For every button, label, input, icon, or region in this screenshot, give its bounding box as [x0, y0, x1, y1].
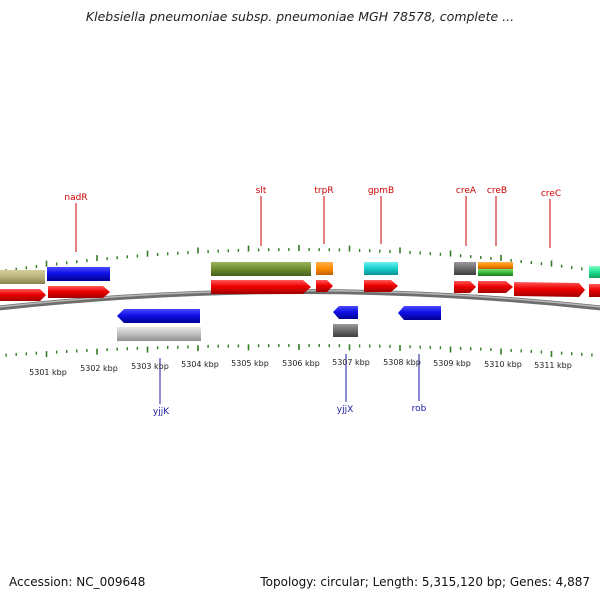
scale-label: 5307 kbp	[332, 358, 370, 367]
gene-arrow-forward[interactable]	[48, 286, 110, 298]
map-title: Klebsiella pneumoniae subsp. pneumoniae …	[85, 9, 515, 24]
gene-arrow-rob[interactable]	[398, 306, 441, 320]
label-leaders-top	[75, 196, 551, 252]
scale-label: 5303 kbp	[131, 362, 169, 371]
scale-ticks-top	[5, 245, 593, 273]
gene-labels-top: nadR slt trpR gpmB creA creB creC	[64, 186, 561, 203]
gene-label-creB[interactable]: creB	[487, 186, 507, 196]
feature-silver[interactable]	[117, 327, 201, 341]
scale-label: 5302 kbp	[80, 364, 118, 373]
gene-label-slt[interactable]: slt	[256, 186, 267, 196]
gene-arrows-forward	[0, 280, 600, 301]
gene-label-trpR[interactable]: trpR	[314, 186, 333, 196]
scale-labels: 5301 kbp 5302 kbp 5303 kbp 5304 kbp 5305…	[29, 358, 572, 377]
gene-label-rob[interactable]: rob	[412, 404, 427, 414]
feature-creA[interactable]	[454, 262, 476, 275]
scale-label: 5301 kbp	[29, 368, 67, 377]
gene-arrow-forward[interactable]	[211, 280, 311, 294]
feature-creB-orange[interactable]	[478, 262, 513, 269]
feature-yjjX-gray[interactable]	[333, 324, 358, 337]
gene-arrow-forward[interactable]	[589, 284, 600, 297]
gene-arrows-reverse	[117, 306, 441, 341]
gene-label-nadR[interactable]: nadR	[64, 193, 87, 203]
feature-edge-right[interactable]	[589, 266, 600, 278]
scale-label: 5309 kbp	[433, 359, 471, 368]
feature-khaki[interactable]	[0, 270, 45, 284]
gene-arrow-yjjK[interactable]	[117, 309, 200, 323]
scale-label: 5306 kbp	[282, 359, 320, 368]
label-leaders-bottom	[159, 354, 420, 404]
scale-label: 5304 kbp	[181, 360, 219, 369]
gene-arrow-forward[interactable]	[454, 281, 476, 293]
gene-arrow-forward[interactable]	[316, 280, 333, 292]
scale-label: 5310 kbp	[484, 360, 522, 369]
genome-summary-text: Topology: circular; Length: 5,315,120 bp…	[260, 575, 590, 589]
feature-nadR[interactable]	[47, 267, 110, 281]
gene-arrow-forward[interactable]	[514, 282, 585, 297]
scale-ticks-bottom	[5, 344, 593, 358]
feature-track-upper	[0, 262, 600, 284]
gene-labels-bottom: yjjK yjjX rob	[153, 404, 427, 417]
feature-creB-green[interactable]	[478, 269, 513, 276]
scale-label: 5308 kbp	[383, 358, 421, 367]
gene-arrow-yjjX[interactable]	[333, 306, 358, 319]
feature-gpmB[interactable]	[364, 262, 398, 275]
gene-label-yjjK[interactable]: yjjK	[153, 407, 170, 417]
gene-arrow-forward[interactable]	[0, 289, 46, 301]
gene-arrow-forward[interactable]	[478, 281, 513, 293]
scale-label: 5311 kbp	[534, 361, 572, 370]
accession-text: Accession: NC_009648	[9, 575, 146, 589]
scale-label: 5305 kbp	[231, 359, 269, 368]
gene-label-gpmB[interactable]: gpmB	[368, 186, 394, 196]
feature-slt[interactable]	[211, 262, 311, 276]
gene-label-yjjX[interactable]: yjjX	[337, 405, 354, 415]
gene-label-creC[interactable]: creC	[541, 189, 561, 199]
feature-trpR[interactable]	[316, 262, 333, 275]
gene-label-creA[interactable]: creA	[456, 186, 477, 196]
gene-arrow-forward[interactable]	[364, 280, 398, 292]
